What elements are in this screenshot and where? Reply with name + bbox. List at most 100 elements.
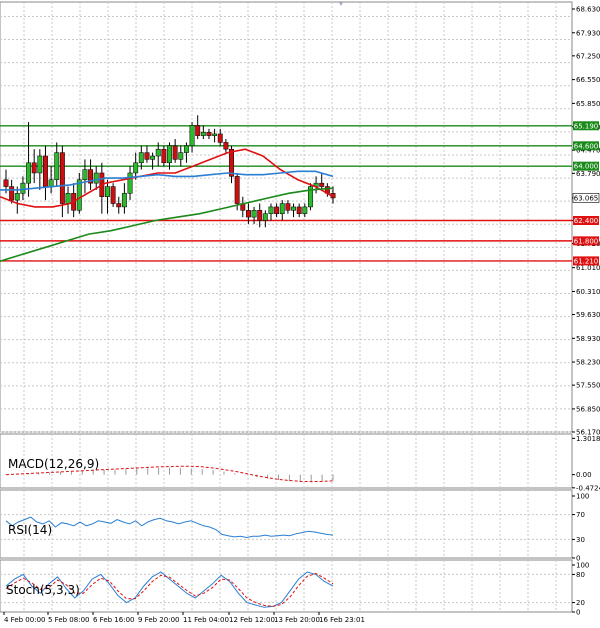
candle-body [279,203,285,214]
candle-body [291,206,296,211]
price-panel: 68.63067.93067.25066.55065.85065.16064.4… [0,1,600,437]
y-tick-label: 0.00 [576,471,592,479]
y-tick-label: 0 [576,555,580,563]
candle-body [105,186,110,197]
macd-title: MACD(12,26,9) [8,457,99,471]
y-tick-label: 65.850 [576,100,600,108]
y-tick-label: 100 [576,562,589,570]
moving-average-line [0,170,334,191]
x-tick-label: 6 Feb 16:00 [93,616,134,624]
candle-body [116,203,122,208]
candle-body [212,133,218,136]
candle-body [138,152,144,164]
y-tick-label: 80 [576,571,585,579]
y-tick-label: 30 [576,536,585,544]
stoch-k-line [5,571,334,608]
y-tick-label: 60.310 [576,288,600,296]
y-tick-label: 57.550 [576,382,600,390]
candle-body [133,162,139,174]
level-badge [573,161,599,171]
level-badge [573,256,599,266]
stoch-title: Stoch(5,3,3) [6,583,80,597]
level-badge [573,236,599,246]
candle-body [20,182,26,194]
candle-body [37,155,43,174]
x-tick-label: 16 Feb 23:01 [319,616,365,624]
candle-body [88,169,94,184]
candle-body [3,179,9,187]
current-price-label: 63.065 [574,194,599,202]
candle-body [26,162,32,184]
panel-frame [0,433,573,489]
level-badge [573,216,599,225]
candle-body [65,193,71,204]
candle-body [110,186,116,204]
current-price-badge [572,193,600,203]
candle-body [274,206,280,214]
candle-body [229,148,234,177]
candle-body [93,172,99,184]
candle-body [200,131,206,136]
level-label: 61.210 [574,257,599,265]
candle-body [48,179,54,187]
candle-body [206,131,212,136]
y-tick-label: 64.470 [576,147,600,155]
x-tick-label: 4 Feb 00:00 [4,616,45,624]
level-label: 61.800 [574,237,599,245]
candle-body [54,152,60,181]
candle-body [217,133,223,143]
candle-body [178,152,184,160]
candle-body [155,148,161,157]
time-axis: 4 Feb 00:00 5 Feb 08:00 6 Feb 16:00 9 Feb 2… [3,2,365,624]
candle-body [245,210,251,218]
candle-body [14,193,20,201]
candle-body [296,206,302,214]
candle-body [223,142,229,150]
candle-body [234,176,240,204]
candle-body [319,182,325,187]
candle-body [195,125,201,136]
level-label: 65.190 [574,122,599,130]
candle-body [161,148,167,164]
candle-body [268,206,274,214]
y-tick-label: 58.230 [576,359,600,367]
candle-body [189,125,195,147]
y-tick-label: 70 [576,511,585,519]
y-tick-label: 1.3018 [576,435,600,443]
rsi-line [5,516,334,539]
candle-body [257,210,263,221]
y-tick-label: 67.930 [576,29,600,37]
candle-body [31,162,37,174]
y-tick-label: 20 [576,599,585,607]
panel-frame [0,489,573,559]
x-tick-label: 9 Feb 20:00 [138,616,179,624]
y-tick-label: 67.250 [576,52,600,60]
y-tick-label: 0 [576,609,580,617]
rsi-panel: 100 70 30 0 RSI(14) [0,489,589,563]
candle-body [150,155,156,160]
x-tick-label: 5 Feb 08:00 [48,616,89,624]
candle-body [307,186,313,208]
y-tick-label: 56.170 [576,429,600,437]
candle-body [82,169,88,181]
y-tick-label: 100 [576,493,589,501]
x-tick-label: 12 Feb 12:00 [229,616,275,624]
panel-frame [0,559,573,613]
candle-body [144,152,150,160]
moving-average-line [0,187,334,262]
rsi-title: RSI(14) [8,523,52,537]
candle-body [172,145,178,160]
candle-body [127,172,133,194]
candle-body [285,203,291,211]
y-tick-label: 56.850 [576,405,600,413]
moving-average-line [0,148,334,208]
candle-body [9,186,15,201]
y-tick-label: 66.550 [576,76,600,84]
y-tick-label: 61.010 [576,264,600,272]
candle-body [76,179,82,211]
y-tick-label: 59.630 [576,311,600,319]
y-tick-label: 58.930 [576,335,600,343]
shift-marker [339,2,343,6]
level-badge [573,141,599,151]
